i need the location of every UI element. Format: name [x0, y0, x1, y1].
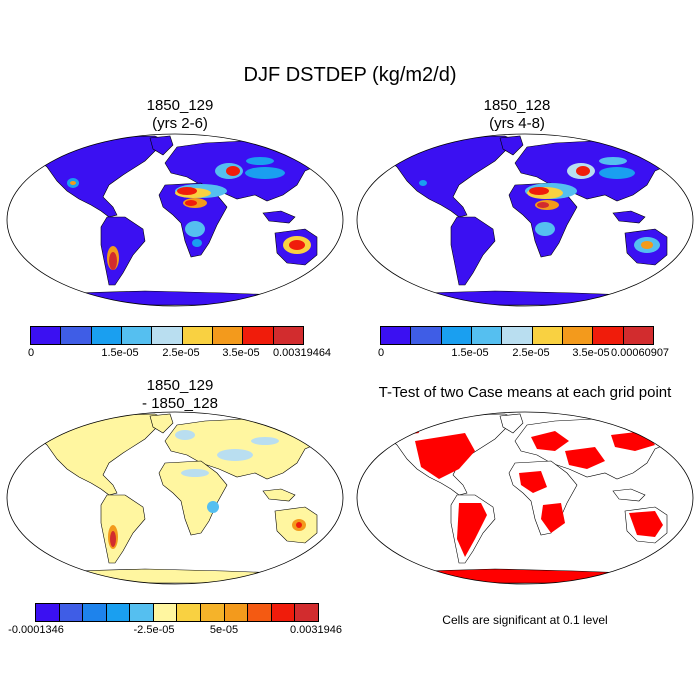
colorbar-2-tick: 0	[377, 347, 385, 359]
panel-1-map	[6, 133, 344, 307]
panel-4-map	[356, 411, 694, 585]
colorbar-1-tick: 2.5e-05	[162, 347, 200, 359]
colorbar-1-tick: 3.5e-05	[222, 347, 260, 359]
panel-3-map	[6, 411, 344, 585]
colorbar-3-tick: -2.5e-05	[133, 624, 175, 636]
colorbar-1-tick: 0.00319464	[272, 347, 332, 359]
panel-2-title-line2: (yrs 4-8)	[489, 115, 545, 132]
colorbar-1-tick: 0	[27, 347, 35, 359]
panel-3-title-line1: 1850_129	[146, 377, 214, 394]
panel-2-colorbar	[380, 326, 654, 345]
panel-4-title: T-Test of two Case means at each grid po…	[378, 384, 672, 401]
panel-2-title-line1: 1850_128	[483, 97, 551, 114]
significance-note: Cells are significant at 0.1 level	[442, 613, 608, 627]
colorbar-2-tick: 3.5e-05	[572, 347, 610, 359]
panel-2-title: 1850_128 (yrs 4-8)	[412, 97, 622, 133]
colorbar-3-tick: 0.0031946	[290, 624, 342, 636]
greenland	[149, 135, 174, 156]
colorbar-2-tick: 2.5e-05	[512, 347, 550, 359]
colorbar-2-tick: 1.5e-05	[451, 347, 489, 359]
panel-1-colorbar	[30, 326, 304, 345]
panel-3-colorbar	[35, 603, 319, 622]
africa	[158, 182, 228, 258]
panel-1-title-line1: 1850_129	[146, 97, 214, 114]
colorbar-3-tick: 5e-05	[209, 624, 239, 636]
colorbar-2-tick: 0.00060907	[610, 347, 670, 359]
colorbar-1-tick: 1.5e-05	[101, 347, 139, 359]
panel-1-title-line2: (yrs 2-6)	[152, 115, 208, 132]
panel-1-title: 1850_129 (yrs 2-6)	[75, 97, 285, 133]
figure-title: DJF DSTDEP (kg/m2/d)	[243, 64, 457, 86]
colorbar-3-tick: -0.0001346	[8, 624, 64, 636]
panel-2-map	[356, 133, 694, 307]
panel-3-title-line2: - 1850_128	[142, 395, 218, 412]
panel-3-title: 1850_129 - 1850_128	[75, 377, 285, 413]
